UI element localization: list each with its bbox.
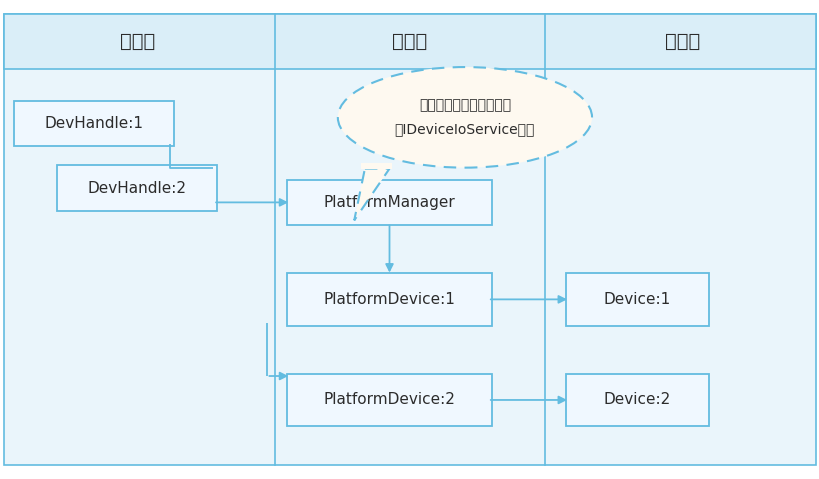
Text: DevHandle:1: DevHandle:1 — [44, 116, 143, 131]
Text: 核心层: 核心层 — [392, 33, 427, 51]
Text: PlatformManager: PlatformManager — [324, 195, 455, 210]
Ellipse shape — [337, 67, 591, 168]
Text: PlatformDevice:1: PlatformDevice:1 — [324, 292, 455, 307]
FancyBboxPatch shape — [4, 14, 815, 465]
FancyBboxPatch shape — [14, 101, 174, 146]
Text: Device:1: Device:1 — [603, 292, 671, 307]
Text: Device:2: Device:2 — [603, 392, 671, 408]
Text: DevHandle:2: DevHandle:2 — [88, 181, 187, 195]
Text: 平台设备管理器不需要实: 平台设备管理器不需要实 — [419, 98, 510, 113]
Text: 适配层: 适配层 — [664, 33, 699, 51]
Polygon shape — [354, 169, 389, 220]
FancyBboxPatch shape — [4, 14, 815, 69]
FancyBboxPatch shape — [565, 273, 708, 326]
FancyBboxPatch shape — [360, 163, 391, 169]
FancyBboxPatch shape — [287, 273, 491, 326]
Text: 接口层: 接口层 — [120, 33, 155, 51]
Text: 现IDeviceIoService接口: 现IDeviceIoService接口 — [394, 122, 535, 137]
FancyBboxPatch shape — [287, 374, 491, 426]
FancyBboxPatch shape — [57, 165, 217, 211]
FancyBboxPatch shape — [287, 180, 491, 225]
FancyBboxPatch shape — [565, 374, 708, 426]
Text: PlatformDevice:2: PlatformDevice:2 — [324, 392, 455, 408]
